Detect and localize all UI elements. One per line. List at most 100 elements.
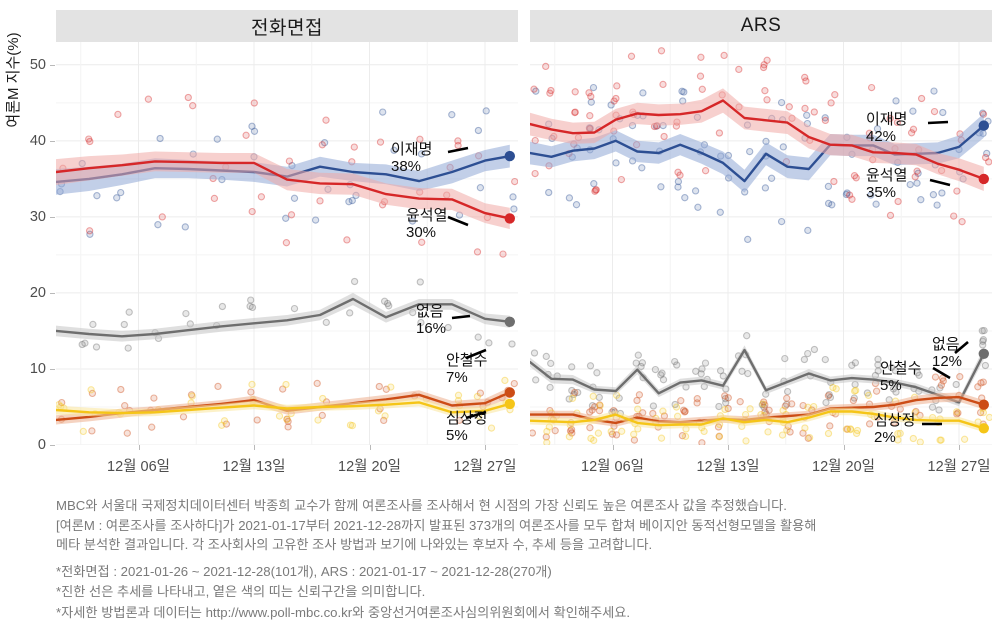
scatter-point (852, 429, 861, 438)
scatter-point (454, 141, 462, 150)
scatter-point (444, 323, 452, 332)
scatter-point (284, 417, 292, 426)
scatter-point (246, 302, 254, 310)
scatter-point (851, 380, 859, 389)
x-tick-label: 12월 27일 (927, 459, 991, 475)
scatter-point (781, 402, 789, 410)
scatter-point (574, 388, 582, 397)
scatter-point (939, 377, 947, 385)
scatter-point (657, 434, 666, 442)
series-end-label-value: 35% (866, 184, 897, 202)
scatter-point (551, 427, 559, 435)
scatter-point (886, 211, 895, 220)
scatter-point (746, 147, 754, 156)
scatter-point (760, 398, 768, 406)
scatter-point (591, 403, 599, 411)
scatter-point (612, 94, 620, 103)
scatter-point (759, 400, 767, 408)
series-end-label-name: 안철수 (880, 360, 922, 377)
scatter-point (156, 134, 164, 143)
scatter-point (767, 174, 776, 182)
scatter-point (937, 381, 946, 389)
scatter-point (501, 376, 509, 385)
scatter-point (634, 405, 642, 413)
scatter-point (783, 394, 791, 402)
scatter-point (852, 174, 860, 182)
scatter-point (627, 52, 636, 60)
scatter-point (930, 107, 939, 116)
scatter-point (283, 415, 291, 424)
scatter-point (917, 94, 926, 103)
scatter-point (381, 412, 389, 420)
series-end-label: 안철수 7% (446, 352, 487, 387)
scatter-point (979, 337, 987, 345)
scatter-point (85, 135, 93, 143)
scatter-point (777, 98, 786, 107)
scatter-point (319, 394, 327, 403)
y-tick-label: 20 (29, 284, 46, 301)
confidence-band (530, 345, 984, 407)
scatter-point (759, 63, 768, 72)
scatter-point (658, 369, 666, 377)
scatter-point (247, 296, 255, 304)
scatter-point (952, 380, 960, 389)
scatter-point (810, 108, 818, 116)
scatter-point (510, 205, 518, 213)
series-end-label-value: 2% (874, 429, 896, 447)
plot-panel-phone-interview (56, 42, 518, 445)
scatter-point (350, 143, 358, 151)
x-tick-label: 12월 27일 (453, 459, 517, 475)
trend-line (56, 160, 511, 220)
scatter-point (843, 425, 852, 433)
series-end-label-value: 42% (866, 128, 897, 146)
x-tick-mark (369, 445, 371, 450)
scatter-point (587, 434, 595, 443)
scatter-point (660, 132, 668, 141)
scatter-point (487, 424, 496, 432)
scatter-point (929, 191, 938, 199)
series-end-label-value: 12% (932, 353, 963, 371)
scatter-point (568, 394, 577, 403)
scatter-point (714, 423, 723, 431)
scatter-point (86, 230, 94, 238)
scatter-point (248, 380, 256, 389)
scatter-point (867, 191, 875, 199)
scatter-point (586, 362, 595, 370)
scatter-point (917, 196, 925, 204)
scatter-point (810, 402, 818, 411)
scatter-point (530, 429, 537, 437)
scatter-point (909, 107, 917, 115)
scatter-point (571, 108, 579, 117)
scatter-point (78, 340, 86, 349)
scatter-point (58, 398, 66, 407)
scatter-point (852, 386, 860, 395)
scatter-point (568, 363, 576, 371)
scatter-point (887, 363, 896, 372)
scatter-point (821, 114, 829, 122)
scatter-point (894, 197, 902, 206)
scatter-point (800, 355, 809, 364)
scatter-point (724, 394, 732, 402)
scatter-point (872, 387, 881, 395)
scatter-point (936, 384, 944, 392)
scatter-point (915, 371, 923, 379)
series-end-label: 없음 12% (932, 336, 962, 371)
scatter-point (499, 250, 507, 258)
scatter-point (81, 339, 89, 347)
scatter-point (290, 304, 299, 313)
scatter-point (210, 194, 219, 203)
scatter-point (691, 187, 700, 195)
series-end-label: 윤석열 30% (406, 207, 447, 242)
scatter-point (546, 89, 554, 97)
scatter-point (936, 436, 944, 444)
scatter-point (385, 302, 393, 310)
series-end-label-name: 없음 (932, 336, 960, 353)
scatter-point (681, 407, 689, 415)
scatter-point (853, 426, 862, 435)
scatter-point (590, 180, 598, 188)
scatter-point (801, 424, 809, 432)
scatter-point (588, 406, 596, 414)
scatter-point (607, 427, 615, 436)
scatter-point (592, 186, 600, 194)
scatter-point (979, 336, 988, 344)
